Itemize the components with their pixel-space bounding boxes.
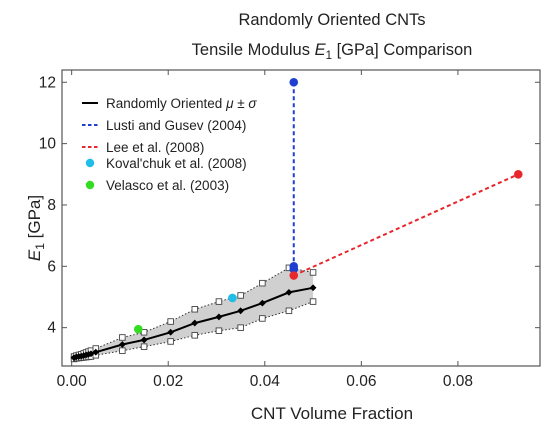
randomly-oriented-mean-point (258, 299, 266, 307)
sigma-upper-square (191, 306, 199, 313)
legend-label-lee: Lee et al. (2008) (106, 140, 204, 155)
x-tick-label: 0.08 (443, 373, 473, 390)
y-tick-label: 10 (39, 136, 57, 153)
sigma-lower-square (167, 338, 174, 345)
y-tick-label: 12 (39, 74, 56, 91)
legend-label-velasco: Velasco et al. (2003) (106, 178, 229, 193)
sigma-upper-square (237, 292, 244, 299)
plot-area (70, 77, 523, 363)
sigma-lower-square (140, 343, 148, 350)
legend-label-kovalchuk: Koval'chuk et al. (2008) (106, 156, 247, 171)
lee-point (289, 271, 299, 280)
lusti-gusev-point (289, 77, 299, 87)
x-tick-label: 0.00 (57, 373, 88, 390)
velasco-point (133, 324, 143, 334)
sigma-upper-square (259, 279, 266, 287)
y-tick-label: 6 (47, 258, 56, 275)
x-axis-label: CNT Volume Fraction (251, 404, 413, 423)
sigma-lower-square (191, 332, 199, 339)
legend-ro-sigma: σ (248, 96, 257, 111)
lusti-gusev-point (289, 265, 299, 274)
plot-frame (61, 69, 541, 367)
legend-ro-prefix: Randomly Oriented (106, 96, 226, 111)
sigma-lower-square (259, 315, 266, 322)
y-axis-label: E1 [GPa] (25, 195, 47, 261)
subtitle-sub: 1 (326, 50, 332, 62)
randomly-oriented-mean-point (118, 341, 126, 348)
sigma-lower-square (237, 324, 244, 331)
x-tick-label: 0.04 (250, 373, 281, 390)
legend-swatch-kovalchuk (85, 158, 95, 168)
axis-ticks: 0.00 0.02 0.04 0.06 0.08 4 6 8 10 12 (39, 70, 540, 390)
randomly-oriented-mean-point (167, 328, 175, 336)
subtitle-var: E (315, 41, 327, 59)
chart-title: Randomly Oriented CNTs (238, 11, 425, 29)
legend-swatch-velasco (85, 180, 95, 190)
sigma-lower-square (309, 298, 317, 305)
y-tick-label: 8 (47, 197, 56, 214)
lee-line (293, 173, 519, 277)
randomly-oriented-mean-point (92, 348, 100, 356)
sigma-lower-square (215, 327, 223, 334)
ylabel-var: E (25, 249, 44, 261)
x-tick-label: 0.06 (346, 373, 376, 390)
sigma-upper-square (119, 334, 126, 341)
subtitle-suffix: [GPa] Comparison (332, 41, 472, 59)
randomly-oriented-mean-point (309, 284, 317, 292)
y-tick-label: 4 (47, 320, 56, 337)
sigma-upper-square (215, 298, 223, 305)
legend-label-randomly-oriented: Randomly Oriented μ ± σ (106, 96, 257, 111)
subtitle-prefix: Tensile Modulus (192, 41, 315, 59)
lee-point (513, 169, 523, 179)
x-tick-label: 0.02 (153, 373, 183, 390)
legend: Randomly Oriented μ ± σ Lusti and Gusev … (82, 96, 257, 193)
kovalchuk-point (228, 293, 237, 303)
sigma-band (74, 267, 314, 359)
legend-ro-pm: ± (233, 96, 248, 111)
ylabel-suffix: [GPa] (25, 195, 44, 243)
randomly-oriented-mean-point (191, 319, 199, 327)
randomly-oriented-mean-point (237, 307, 245, 315)
randomly-oriented-mean-point (285, 288, 293, 296)
legend-ro-mu: μ (225, 96, 234, 111)
sigma-upper-square (309, 269, 317, 276)
randomly-oriented-mean-point (140, 336, 148, 344)
randomly-oriented-mean-point (215, 313, 223, 321)
legend-label-lusti: Lusti and Gusev (2004) (106, 118, 246, 133)
sigma-band-lower (73, 301, 314, 360)
sigma-lower-square (285, 307, 293, 315)
sigma-lower-square (119, 347, 126, 354)
ylabel-sub: 1 (33, 243, 47, 250)
sigma-upper-square (167, 318, 174, 325)
chart-subtitle: Tensile Modulus E1 [GPa] Comparison (192, 41, 473, 62)
